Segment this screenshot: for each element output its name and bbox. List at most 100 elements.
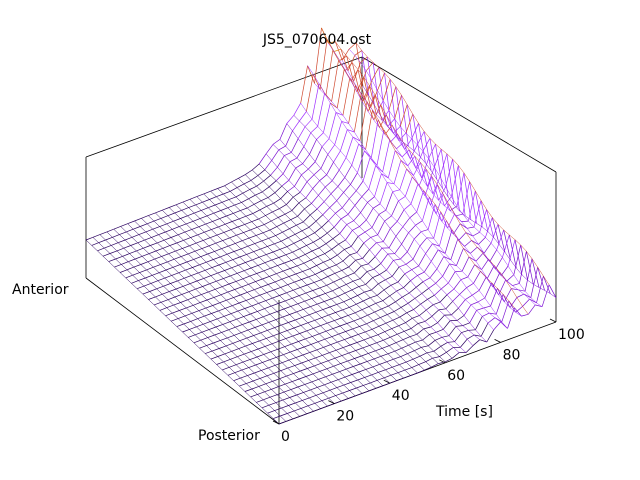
surface-mesh-line — [128, 258, 136, 263]
surface-mesh-line — [170, 318, 179, 322]
surface-mesh-line — [268, 319, 276, 323]
surface-mesh-line — [447, 341, 455, 343]
surface-mesh-line — [180, 215, 188, 219]
surface-mesh-line — [267, 281, 276, 285]
surface-mesh-line — [349, 342, 358, 346]
surface-mesh-line — [330, 341, 338, 346]
surface-mesh-line — [461, 220, 469, 222]
x-tick-mark — [383, 379, 390, 384]
surface-mesh-line — [220, 337, 228, 341]
surface-mesh-line — [451, 352, 460, 359]
surface-mesh-line — [320, 276, 329, 281]
surface-mesh-line — [182, 245, 190, 249]
surface-mesh-line — [325, 50, 334, 96]
surface-mesh-line — [314, 362, 322, 367]
surface-mesh-line — [243, 267, 252, 272]
surface-mesh-line — [274, 362, 283, 366]
surface-mesh-line — [269, 226, 277, 231]
surface-mesh-line — [436, 328, 444, 333]
surface-mesh-line — [368, 387, 377, 392]
surface-mesh-line — [210, 191, 404, 379]
surface-mesh-line — [339, 284, 347, 288]
surface-mesh-line — [303, 306, 311, 310]
surface-mesh-line — [531, 258, 540, 288]
surface-mesh-line — [211, 226, 219, 230]
surface-mesh-line — [254, 286, 262, 291]
surface-mesh-line — [180, 253, 189, 257]
surface-mesh-line — [286, 115, 295, 124]
surface-mesh-line — [170, 280, 178, 284]
surface-mesh-line — [245, 297, 254, 301]
surface-mesh-line — [404, 176, 413, 197]
surface-mesh-line — [283, 351, 291, 356]
surface-mesh-line — [304, 203, 312, 210]
surface-mesh-line — [228, 326, 236, 331]
surface-mesh-line — [221, 245, 229, 250]
surface-mesh-line — [271, 217, 279, 222]
surface-mesh-line — [470, 246, 478, 254]
surface-mesh-line — [320, 360, 329, 364]
surface-mesh-line — [463, 304, 472, 316]
surface-mesh-line — [306, 410, 314, 415]
surface-mesh-line — [206, 342, 214, 346]
surface-mesh-line — [367, 311, 375, 316]
surface-mesh-line — [317, 93, 325, 127]
surface-mesh-line — [300, 322, 308, 326]
surface-mesh-line — [250, 265, 259, 269]
surface-mesh-line — [124, 236, 133, 241]
surface-mesh-line — [106, 228, 114, 233]
surface-mesh-line — [298, 197, 307, 204]
surface-mesh-line — [119, 269, 128, 273]
surface-mesh-line — [371, 67, 380, 81]
surface-mesh-line — [448, 326, 457, 336]
surface-mesh-line — [251, 218, 259, 223]
surface-mesh-line — [352, 326, 360, 330]
surface-mesh-line — [414, 347, 422, 352]
surface-mesh-line — [319, 284, 327, 289]
surface-mesh-line — [357, 231, 366, 237]
x-tick-label: 60 — [447, 368, 465, 384]
surface-mesh-line — [347, 205, 356, 215]
surface-mesh-line — [259, 205, 267, 211]
surface-mesh-line — [415, 220, 423, 226]
surface-mesh-line — [123, 245, 131, 249]
surface-mesh-line — [143, 245, 151, 249]
surface-mesh-line — [295, 400, 303, 404]
surface-mesh-line — [302, 352, 310, 356]
surface-mesh-line — [441, 335, 449, 338]
surface-mesh-line — [212, 218, 220, 222]
surface-mesh-line — [543, 275, 551, 294]
surface-mesh-line — [203, 193, 397, 381]
surface-mesh-line — [197, 315, 205, 320]
surface-mesh-line — [333, 363, 341, 367]
surface-mesh-line — [313, 168, 322, 175]
surface-mesh-line — [269, 394, 278, 398]
surface-mesh-line — [417, 271, 425, 276]
surface-mesh-line — [378, 322, 387, 327]
surface-mesh-line — [274, 407, 282, 411]
surface-mesh-line — [308, 220, 317, 228]
surface-mesh-line — [289, 311, 297, 315]
surface-mesh-line — [299, 330, 307, 334]
surface-mesh-line — [387, 150, 396, 178]
surface-mesh-line — [324, 249, 332, 254]
surface-mesh-line — [133, 226, 141, 230]
surface-mesh-line — [194, 210, 202, 214]
surface-mesh-line — [346, 280, 354, 285]
surface-mesh-line — [332, 233, 341, 239]
surface-mesh-line — [460, 338, 468, 348]
surface-mesh-line — [134, 220, 328, 407]
surface-mesh-line — [250, 226, 258, 231]
surface-mesh-line — [243, 313, 251, 317]
surface-mesh-line — [230, 310, 239, 315]
surface-mesh-line — [329, 264, 337, 269]
surface-mesh-line — [98, 239, 106, 244]
surface-mesh-line — [355, 180, 364, 192]
surface-mesh-line — [467, 226, 475, 229]
surface-mesh-line — [227, 372, 235, 376]
surface-mesh-line — [358, 369, 366, 373]
x-tick-mark — [439, 359, 446, 364]
surface-mesh-line — [462, 181, 470, 215]
surface-mesh-line — [331, 60, 339, 102]
surface-mesh-line — [294, 362, 302, 366]
